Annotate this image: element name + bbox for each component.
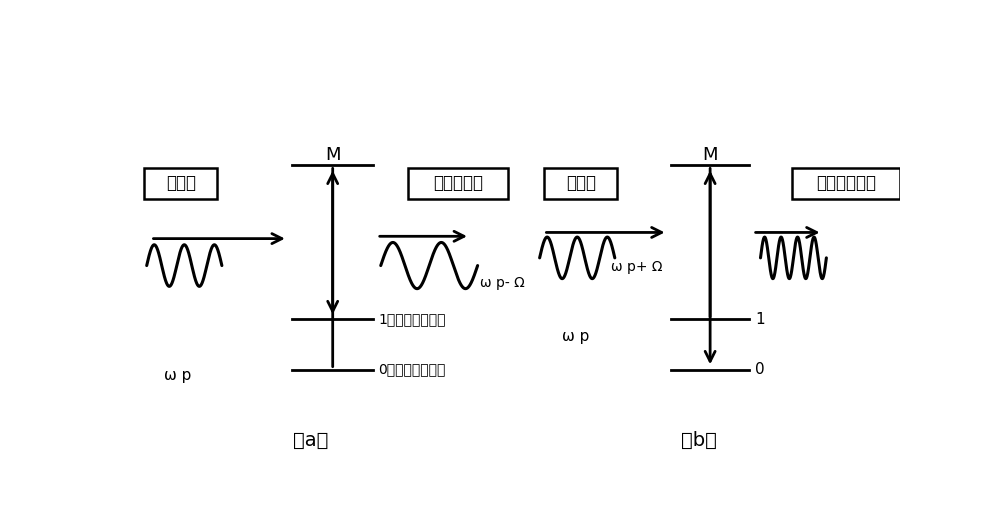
FancyBboxPatch shape: [408, 168, 508, 199]
Text: 反斯托克斯光: 反斯托克斯光: [816, 174, 876, 192]
Text: 1：振动激发状态: 1：振动激发状态: [378, 312, 446, 326]
FancyBboxPatch shape: [792, 168, 900, 199]
Text: 入射光: 入射光: [166, 174, 196, 192]
Text: ω p+ Ω: ω p+ Ω: [611, 261, 662, 275]
Text: ω p- Ω: ω p- Ω: [480, 276, 525, 290]
Text: 入射光: 入射光: [566, 174, 596, 192]
Text: 斯托克斯光: 斯托克斯光: [433, 174, 483, 192]
Text: 0：振动基底状态: 0：振动基底状态: [378, 362, 446, 376]
FancyBboxPatch shape: [144, 168, 217, 199]
Text: 1: 1: [755, 312, 765, 327]
Text: 0: 0: [755, 362, 765, 377]
FancyBboxPatch shape: [544, 168, 617, 199]
Text: ω p: ω p: [164, 368, 191, 383]
Text: ω p: ω p: [562, 329, 590, 344]
Text: M: M: [702, 146, 718, 165]
Text: M: M: [325, 146, 340, 165]
Text: （a）: （a）: [293, 431, 329, 450]
Text: （b）: （b）: [681, 431, 716, 450]
